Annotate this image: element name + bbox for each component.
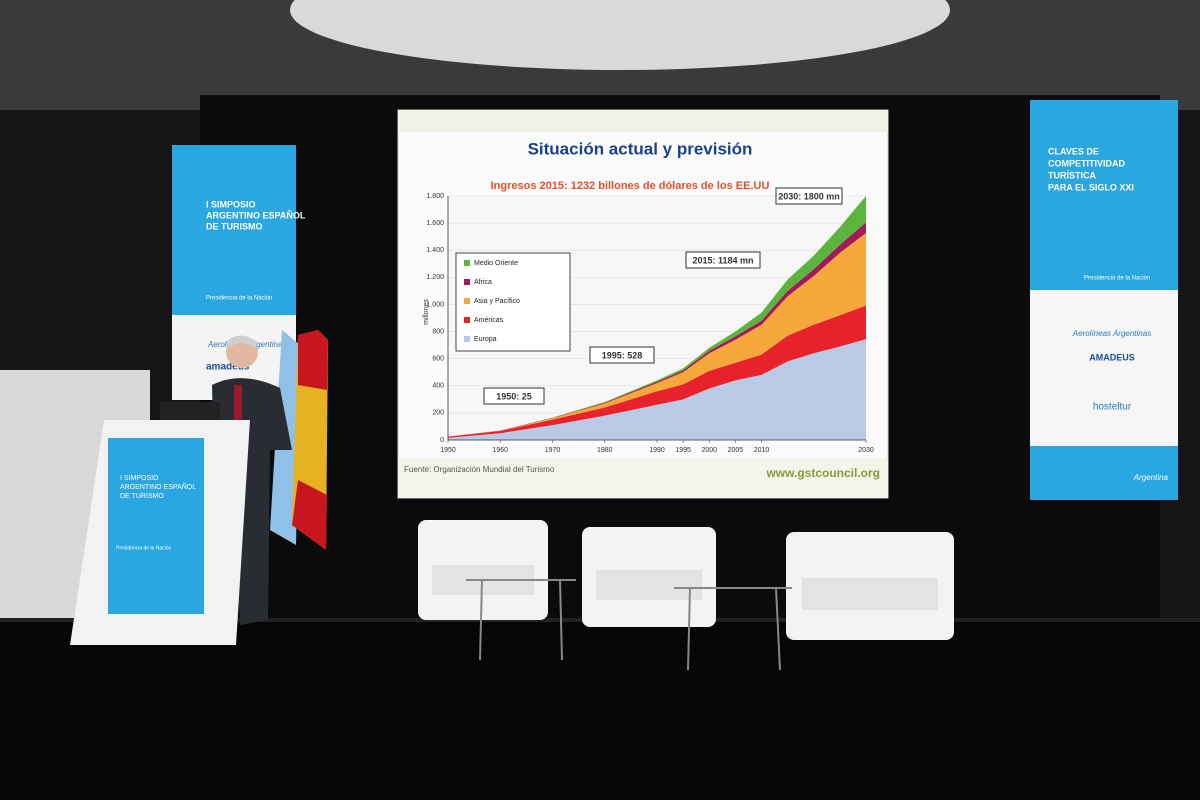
x-tick-label: 1980 — [597, 447, 613, 454]
chair-seat — [802, 578, 938, 610]
flag-spain-red — [292, 480, 327, 550]
legend — [455, 252, 571, 352]
slide-header — [398, 110, 888, 132]
speaker-hair — [228, 335, 257, 348]
chair — [418, 520, 548, 620]
annotation: 2030: 1800 mn — [778, 191, 840, 201]
podium-line: I SIMPOSIO — [120, 475, 159, 482]
slide-source: Fuente: Organización Mundial del Turismo — [404, 465, 555, 474]
right-banner-footer — [1030, 446, 1178, 500]
x-tick-label: 2000 — [701, 447, 717, 454]
x-tick-label: 2030 — [858, 447, 874, 454]
slide-url: www.gstcouncil.org — [765, 466, 880, 480]
y-tick-label: 800 — [432, 328, 444, 335]
legend-label: Europa — [474, 336, 497, 343]
banner-org: Presidencia de la Nación — [206, 296, 272, 302]
y-tick-label: 1.200 — [426, 274, 444, 281]
legend-swatch — [464, 317, 470, 323]
banner-line: I SIMPOSIO — [206, 199, 256, 209]
x-tick-label: 1960 — [492, 447, 508, 454]
x-tick-label: 2010 — [754, 447, 770, 454]
y-tick-label: 600 — [432, 356, 444, 363]
x-tick-label: 1970 — [545, 447, 561, 454]
x-tick-label: 1995 — [675, 447, 691, 454]
legend-label: Américas — [474, 317, 504, 324]
annotation-box — [685, 251, 761, 269]
sponsor: amadeus — [206, 362, 250, 373]
legend-label: Africa — [474, 279, 492, 286]
slide-title: Situación actual y previsión — [528, 139, 753, 158]
right-banner — [1030, 100, 1178, 290]
y-tick-label: 1.600 — [426, 220, 444, 227]
y-tick-label: 1.800 — [426, 193, 444, 200]
slide-footer — [398, 458, 888, 498]
y-tick-label: 200 — [432, 410, 444, 417]
table-leg — [775, 587, 781, 671]
banner-line: PARA EL SIGLO XXI — [1048, 182, 1134, 192]
y-tick-label: 400 — [432, 383, 444, 390]
legend-swatch — [464, 279, 470, 285]
laptop — [160, 402, 220, 420]
legend-swatch — [464, 336, 470, 342]
plot: 0 200 400 600 800 1.000 1.200 1.400 1.600 1.800 19… — [426, 193, 873, 454]
legend-swatch — [464, 260, 470, 266]
annotation-box — [589, 346, 655, 364]
banner-line: CLAVES DE — [1048, 146, 1099, 156]
chair — [786, 532, 954, 640]
legend-entries: Europa Américas Asia y Pacífico Africa Medio… — [464, 260, 520, 343]
y-axis-label: millones — [423, 299, 430, 325]
table-leg — [687, 587, 691, 671]
banner-footer: Argentina — [1133, 473, 1169, 482]
left-banner — [172, 145, 296, 315]
legend-label: Medio Oriente — [474, 260, 518, 267]
flag-spain-red — [298, 330, 328, 390]
y-tick-label: 1.000 — [426, 301, 444, 308]
podium-org: Presidencia de la Nación — [116, 545, 172, 551]
banner-org: Presidencia de la Nación — [1084, 276, 1150, 282]
x-tick-label: 2005 — [728, 447, 744, 454]
legend-label: Asia y Pacífico — [474, 298, 520, 305]
podium-line: ARGENTINO ESPAÑOL — [120, 482, 196, 491]
ceiling-light — [290, 0, 950, 70]
table-leg — [559, 579, 563, 661]
y-tick-label: 0 — [440, 437, 444, 444]
annotation-box — [775, 187, 843, 205]
annotation: 1995: 528 — [602, 350, 643, 360]
chair-seat — [596, 570, 702, 600]
y-tick-label: 1.400 — [426, 247, 444, 254]
podium-panel — [108, 438, 204, 614]
banner-line: COMPETITIVIDAD — [1048, 158, 1126, 168]
speaker-tie — [234, 385, 242, 425]
area — [448, 233, 866, 437]
banner-line: DE TURISMO — [206, 221, 263, 231]
stage — [0, 620, 1200, 800]
legend-swatch — [464, 298, 470, 304]
chair — [582, 527, 716, 627]
banner-line: TURÍSTICA — [1048, 170, 1096, 180]
x-tick-label: 1990 — [649, 447, 665, 454]
table-leg — [479, 579, 483, 661]
banner-line: ARGENTINO ESPAÑOL — [206, 210, 306, 220]
x-tick-label: 1950 — [440, 447, 456, 454]
podium-line: DE TURISMO — [120, 493, 164, 500]
sponsor: Aerolíneas Argentinas — [1072, 329, 1151, 338]
coffee-tables — [466, 579, 792, 671]
sponsor: hosteltur — [1093, 402, 1132, 413]
sponsor: AMADEUS — [1089, 352, 1135, 362]
right-banner-lower — [1030, 290, 1178, 446]
annotation: 2015: 1184 mn — [692, 255, 753, 265]
annotation-box — [483, 387, 545, 405]
annotation: 1950: 25 — [496, 391, 532, 401]
slide-subtitle: Ingresos 2015: 1232 billones de dólares … — [491, 180, 770, 192]
area — [448, 339, 866, 440]
